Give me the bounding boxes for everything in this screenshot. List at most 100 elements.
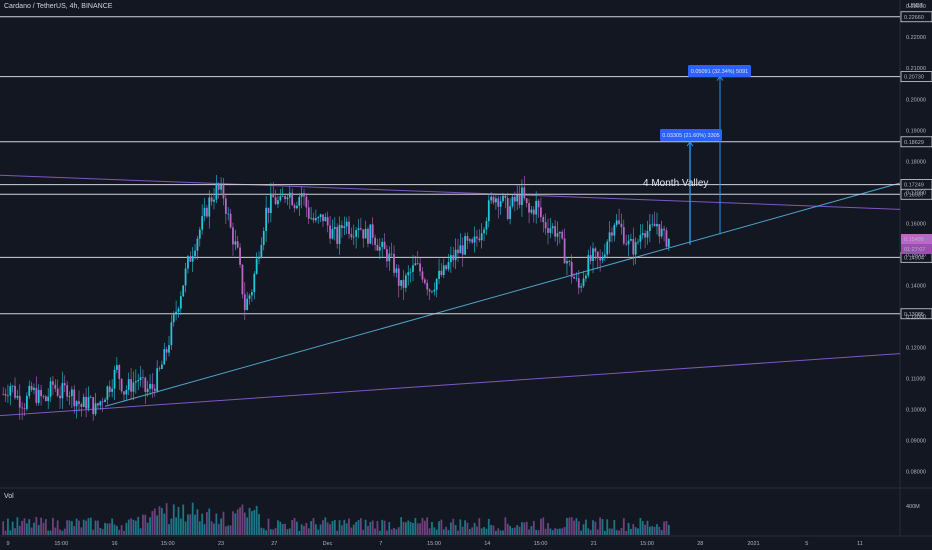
candle-body bbox=[177, 308, 180, 312]
volume-bar bbox=[243, 512, 246, 535]
volume-bar bbox=[390, 529, 393, 535]
volume-bar bbox=[151, 511, 154, 535]
candle-body bbox=[348, 221, 350, 235]
candle-body bbox=[573, 276, 575, 279]
volume-bar bbox=[127, 519, 130, 535]
candle-body bbox=[431, 291, 433, 293]
candle-body bbox=[345, 221, 348, 227]
candle-body bbox=[483, 229, 485, 234]
volume-bar bbox=[300, 524, 303, 535]
candle-body bbox=[234, 241, 237, 245]
pattern-label: 4 Month Valley bbox=[643, 178, 708, 189]
volume-bar bbox=[367, 526, 369, 535]
volume-bar bbox=[499, 530, 502, 535]
volume-bar bbox=[94, 520, 97, 535]
upper-descending-line bbox=[0, 174, 901, 210]
candle-body bbox=[352, 236, 355, 238]
candle-body bbox=[485, 221, 488, 230]
volume-bar bbox=[182, 504, 185, 535]
candle-body bbox=[168, 345, 170, 353]
candle-body bbox=[442, 265, 445, 276]
volume-bar bbox=[485, 528, 488, 535]
volume-bar bbox=[622, 518, 625, 535]
candle-body bbox=[473, 236, 476, 243]
candle-body bbox=[182, 285, 185, 297]
volume-bar bbox=[42, 522, 45, 535]
volume-bar bbox=[222, 511, 225, 535]
volume-bar bbox=[357, 520, 360, 535]
volume-bar bbox=[397, 527, 400, 535]
candle-body bbox=[73, 389, 76, 407]
volume-bar bbox=[450, 522, 452, 535]
volume-bar bbox=[317, 529, 320, 535]
volume-bar bbox=[156, 515, 159, 535]
volume-bar bbox=[66, 520, 69, 535]
volume-bar bbox=[412, 522, 414, 535]
volume-bar bbox=[298, 530, 301, 535]
volume-bar bbox=[651, 526, 654, 535]
volume-bar bbox=[130, 518, 132, 535]
volume-bar bbox=[492, 525, 495, 535]
candle-body bbox=[606, 241, 609, 255]
volume-bar bbox=[118, 529, 121, 535]
candle-body bbox=[386, 249, 388, 262]
volume-bar bbox=[407, 520, 410, 535]
candle-body bbox=[165, 349, 168, 353]
candle-body bbox=[33, 387, 35, 390]
candle-body bbox=[189, 256, 192, 262]
volume-bar bbox=[435, 529, 438, 535]
candle-body bbox=[480, 233, 483, 241]
volume-bar bbox=[540, 518, 542, 535]
candle-body bbox=[210, 197, 213, 202]
candle-body bbox=[305, 196, 308, 208]
volume-bar bbox=[352, 524, 355, 535]
volume-bar bbox=[89, 517, 92, 535]
current-price-label: 0.15495 bbox=[904, 237, 924, 243]
candle-body bbox=[255, 258, 258, 274]
candle-body bbox=[307, 207, 310, 219]
volume-bar bbox=[144, 514, 147, 535]
volume-bar bbox=[426, 517, 429, 535]
candle-body bbox=[296, 205, 298, 209]
price-tick-label: 0.08000 bbox=[906, 469, 926, 475]
candle-body bbox=[502, 195, 504, 202]
price-tick-label: 0.23000 bbox=[906, 4, 926, 10]
candle-body bbox=[397, 268, 400, 286]
volume-bar bbox=[625, 530, 628, 535]
candle-body bbox=[172, 313, 175, 323]
candle-body bbox=[338, 225, 341, 244]
volume-bar bbox=[395, 529, 398, 535]
countdown-label: 01:27:07 bbox=[904, 247, 925, 253]
volume-bar bbox=[490, 524, 493, 535]
volume-bar bbox=[2, 521, 5, 535]
volume-bar bbox=[378, 530, 381, 535]
volume-bar bbox=[587, 528, 590, 535]
candle-body bbox=[426, 282, 429, 290]
candle-body bbox=[120, 378, 123, 392]
volume-bar bbox=[471, 527, 474, 535]
volume-bar bbox=[355, 522, 358, 535]
volume-bar bbox=[544, 528, 547, 535]
price-tick-label: 0.09000 bbox=[906, 438, 926, 444]
candle-body bbox=[156, 368, 159, 391]
candle-body bbox=[627, 240, 630, 245]
candle-body bbox=[229, 213, 232, 228]
volume-bar bbox=[168, 524, 170, 535]
volume-bar bbox=[416, 523, 419, 535]
candle-body bbox=[291, 192, 294, 206]
volume-bar bbox=[331, 520, 334, 535]
candle-body bbox=[400, 280, 403, 286]
volume-bar bbox=[37, 525, 40, 535]
candle-body bbox=[644, 233, 647, 238]
volume-bar bbox=[116, 525, 118, 535]
volume-bar bbox=[338, 520, 341, 535]
volume-bar bbox=[241, 504, 244, 535]
volume-bar bbox=[255, 505, 258, 535]
candle-body bbox=[563, 238, 566, 264]
candle-body bbox=[568, 261, 571, 262]
volume-bar bbox=[376, 520, 379, 535]
candle-body bbox=[267, 207, 270, 213]
candle-body bbox=[471, 239, 474, 243]
candle-body bbox=[80, 404, 83, 407]
